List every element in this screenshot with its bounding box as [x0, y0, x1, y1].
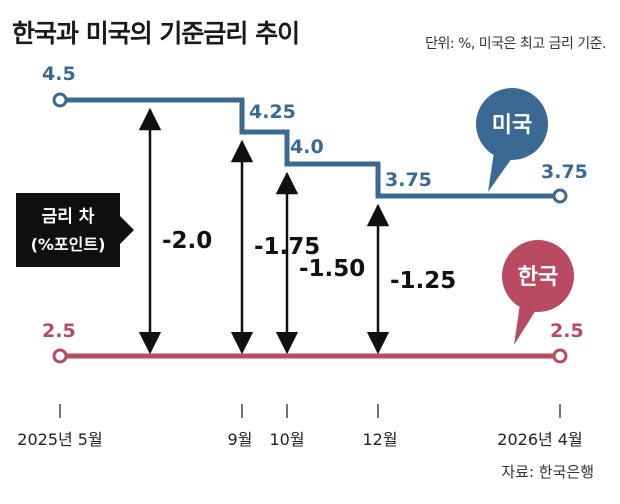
- spread-value-label: -2.0: [162, 228, 212, 254]
- korea-rate-label: 2.5: [550, 320, 584, 342]
- spread-legend-pointer: [120, 216, 134, 244]
- korea-callout-tail: [514, 304, 536, 345]
- spread-value-label: -1.50: [299, 256, 365, 282]
- korea-callout-label: 한국: [518, 265, 558, 290]
- us-callout-bubble: [476, 88, 548, 160]
- source-note: 자료: 한국은행: [501, 463, 594, 481]
- us-callout-label: 미국: [492, 113, 532, 138]
- line-endpoint-marker: [552, 188, 568, 204]
- x-axis-tick-label: 12월: [362, 430, 397, 449]
- us-callout-tail: [488, 152, 512, 192]
- us-rate-label: 4.5: [42, 63, 76, 85]
- chart-title: 한국과 미국의 기준금리 추이: [12, 19, 300, 48]
- us-rate-line: [60, 97, 560, 199]
- x-axis-tick-label: 2026년 4월: [497, 430, 582, 449]
- line-endpoint-marker: [552, 348, 568, 364]
- line-endpoint-marker: [52, 348, 68, 364]
- x-axis-tick-label: 2025년 5월: [17, 430, 102, 449]
- us-rate-label: 4.25: [249, 101, 296, 123]
- spread-legend-label: (%포인트): [31, 235, 106, 254]
- korea-rate-label: 2.5: [42, 320, 76, 342]
- x-axis-tick-label: 9월: [228, 430, 253, 449]
- x-axis-tick-label: 10월: [269, 430, 304, 449]
- chart-subtitle: 단위: %, 미국은 최고 금리 기준.: [425, 36, 606, 52]
- line-endpoint-marker: [52, 92, 68, 108]
- us-rate-label: 4.0: [290, 136, 324, 158]
- spread-value-label: -1.25: [390, 268, 456, 294]
- korea-callout-bubble: [502, 240, 574, 312]
- us-rate-label: 3.75: [541, 161, 588, 183]
- spread-legend-label: 금리 차: [42, 207, 95, 227]
- spread-legend-box: [16, 193, 120, 267]
- us-rate-label: 3.75: [385, 169, 432, 191]
